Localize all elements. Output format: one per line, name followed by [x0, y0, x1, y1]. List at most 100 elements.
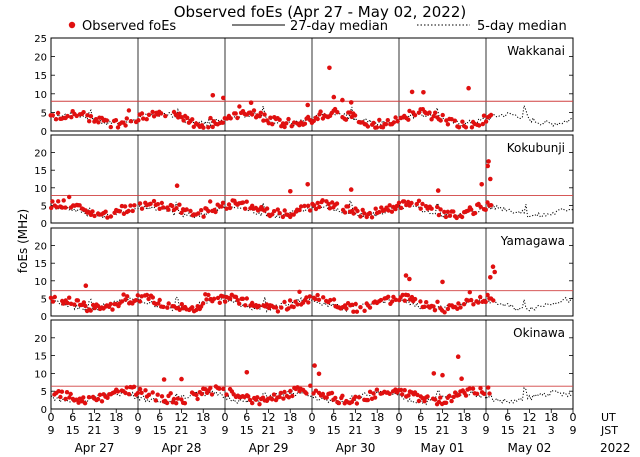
- observed-point: [402, 199, 407, 204]
- x-tick-label-ut: 12: [436, 411, 450, 424]
- x-tick-label-ut: 18: [283, 411, 297, 424]
- observed-point: [435, 299, 440, 304]
- observed-point: [406, 117, 411, 122]
- observed-point: [424, 300, 429, 305]
- observed-point: [342, 210, 348, 215]
- observed-point: [243, 206, 248, 211]
- observed-point: [247, 397, 253, 403]
- ut-label: UT: [601, 411, 616, 424]
- observed-point: [139, 206, 145, 211]
- observed-point: [295, 302, 300, 307]
- observed-point: [185, 115, 190, 121]
- observed-point: [76, 400, 81, 405]
- observed-point: [125, 294, 130, 299]
- y-tick-label: 20: [34, 334, 47, 345]
- observed-point: [442, 310, 447, 315]
- x-tick-label-jst: 3: [374, 424, 381, 437]
- y-tick-label: 5: [41, 108, 47, 119]
- observed-point: [348, 187, 354, 192]
- x-tick-label-jst: 9: [396, 424, 403, 437]
- y-tick-label: 0: [41, 405, 47, 416]
- observed-point: [240, 296, 246, 301]
- observed-point: [479, 182, 485, 187]
- observed-point: [409, 89, 415, 95]
- observed-point: [119, 203, 125, 209]
- observed-point: [208, 199, 213, 204]
- observed-point: [393, 115, 398, 120]
- observed-point: [354, 309, 360, 314]
- observed-point: [201, 125, 206, 130]
- observed-point: [316, 297, 322, 302]
- observed-point: [391, 120, 396, 125]
- observed-point: [389, 209, 395, 214]
- observed-point: [326, 201, 331, 207]
- observed-point: [456, 125, 462, 130]
- observed-point: [466, 85, 471, 91]
- observed-point: [257, 402, 262, 407]
- observed-point: [165, 305, 170, 310]
- observed-point: [86, 395, 92, 400]
- y-tick-label: 0: [41, 312, 47, 323]
- observed-point: [436, 399, 442, 405]
- observed-point: [151, 114, 157, 119]
- observed-point: [209, 392, 215, 397]
- x-tick-label-jst: 9: [48, 424, 55, 437]
- observed-point: [403, 273, 409, 278]
- x-tick-label-ut: 18: [457, 411, 471, 424]
- observed-point: [349, 114, 354, 120]
- observed-point: [443, 400, 449, 405]
- observed-point: [412, 113, 418, 118]
- observed-point: [389, 299, 395, 304]
- observed-point: [264, 206, 270, 211]
- observed-point: [60, 205, 65, 210]
- observed-point: [393, 297, 398, 302]
- observed-point: [471, 302, 476, 307]
- observed-point: [449, 398, 454, 404]
- observed-point: [177, 111, 182, 116]
- observed-point: [395, 119, 400, 124]
- observed-point: [104, 118, 110, 123]
- chart-title: Observed foEs (Apr 27 - May 02, 2022): [174, 3, 467, 21]
- observed-point: [431, 304, 436, 309]
- observed-point: [488, 275, 493, 280]
- observed-point: [166, 301, 171, 306]
- observed-point: [220, 294, 226, 299]
- observed-point: [126, 392, 132, 397]
- observed-point: [59, 389, 65, 394]
- observed-point: [161, 205, 166, 210]
- observed-point: [137, 299, 143, 304]
- observed-point: [365, 397, 370, 403]
- observed-point: [233, 111, 238, 116]
- observed-point: [478, 386, 483, 391]
- observed-point: [67, 194, 72, 200]
- observed-point: [132, 203, 137, 208]
- observed-point: [459, 376, 464, 382]
- observed-point: [65, 300, 70, 306]
- observed-points: [52, 354, 492, 407]
- y-tick-label: 15: [34, 352, 47, 363]
- observed-point: [179, 376, 184, 382]
- observed-point: [261, 118, 266, 123]
- observed-point: [288, 388, 293, 394]
- observed-point: [440, 372, 445, 378]
- observed-point: [331, 297, 337, 302]
- observed-point: [151, 198, 157, 204]
- observed-point: [284, 121, 289, 126]
- observed-point: [321, 295, 326, 300]
- observed-point: [340, 393, 345, 398]
- observed-point: [291, 212, 296, 217]
- x-tick-label-ut: 18: [196, 411, 210, 424]
- observed-point: [358, 214, 363, 219]
- observed-point: [122, 204, 128, 209]
- observed-point: [412, 296, 418, 302]
- observed-point: [137, 201, 143, 206]
- observed-point: [317, 204, 322, 210]
- observed-point: [436, 212, 442, 218]
- observed-point: [307, 208, 313, 213]
- observed-point: [432, 308, 438, 313]
- observed-point: [402, 388, 407, 393]
- observed-point: [124, 116, 129, 121]
- observed-point: [200, 301, 206, 306]
- observed-point: [159, 200, 164, 206]
- x-tick-label-ut: 6: [243, 411, 250, 424]
